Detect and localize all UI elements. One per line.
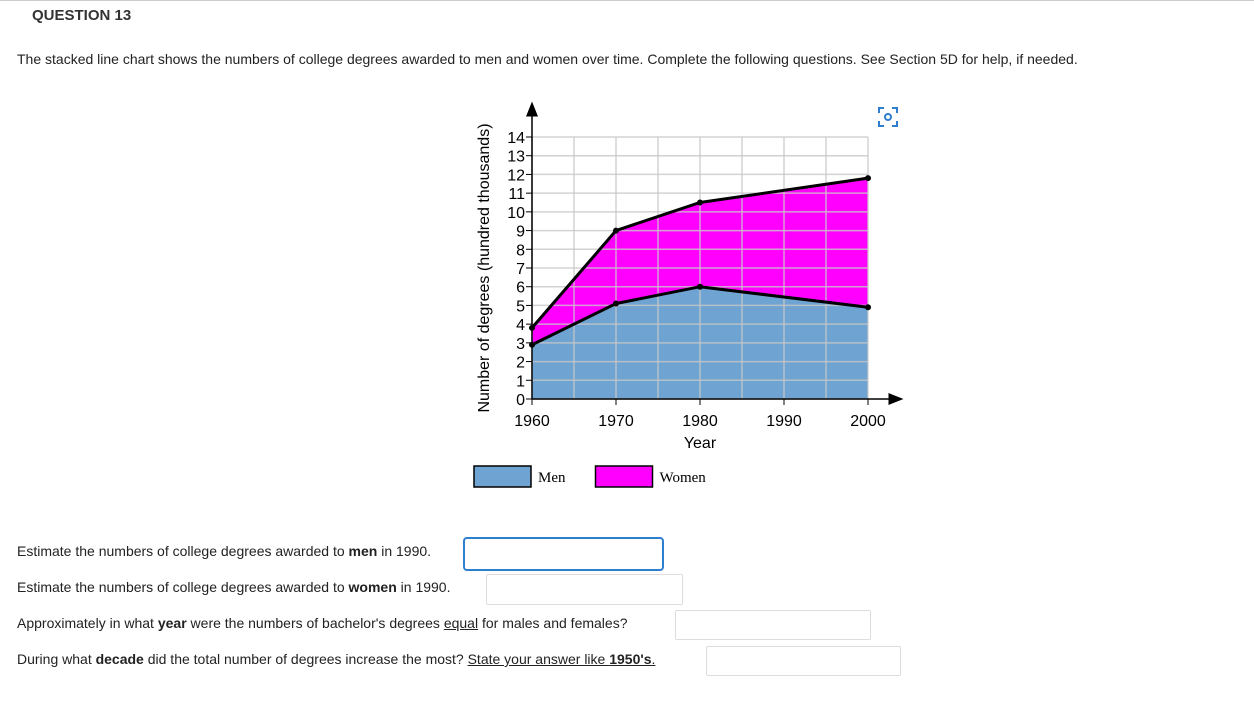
legend-label: Men bbox=[538, 470, 566, 486]
point bbox=[697, 283, 703, 290]
y-tick-label: 14 bbox=[507, 130, 525, 147]
q-text: were the numbers of bachelor's degrees bbox=[186, 615, 444, 631]
legend-swatch bbox=[473, 465, 532, 488]
point bbox=[865, 304, 871, 311]
q-underline: State your answer like 1950's. bbox=[468, 651, 656, 667]
point bbox=[613, 300, 619, 307]
q-emph: year bbox=[157, 615, 187, 631]
q-text: State your answer like bbox=[467, 651, 610, 667]
point bbox=[613, 227, 619, 234]
y-tick-label: 4 bbox=[516, 317, 525, 334]
question: During what decade did the total number … bbox=[17, 651, 655, 667]
y-tick-label: 13 bbox=[507, 149, 525, 166]
x-tick-label: 1980 bbox=[682, 413, 718, 430]
question: Estimate the numbers of college degrees … bbox=[17, 579, 450, 595]
x-tick-label: 1990 bbox=[766, 413, 802, 430]
series-line bbox=[531, 285, 869, 347]
answer-input[interactable] bbox=[486, 574, 683, 605]
q-text: did the total number of degrees increase… bbox=[143, 651, 468, 667]
q-text: Estimate the numbers of college degrees … bbox=[17, 579, 349, 595]
y-tick-label: 0 bbox=[516, 392, 525, 409]
point bbox=[865, 175, 871, 182]
focus-icon[interactable] bbox=[878, 107, 898, 127]
y-tick-label: 2 bbox=[516, 355, 525, 372]
y-tick-label: 11 bbox=[508, 186, 525, 203]
y-tick-label: 1 bbox=[516, 373, 525, 390]
q-text: in 1990. bbox=[396, 579, 451, 595]
q-text: During what bbox=[17, 651, 96, 667]
legend-label: Women bbox=[660, 470, 707, 486]
y-tick-label: 3 bbox=[516, 336, 525, 353]
y-tick-label: 7 bbox=[516, 261, 525, 278]
y-tick-label: 10 bbox=[507, 205, 525, 222]
q-emph: men bbox=[348, 543, 378, 559]
q-underline: equal bbox=[443, 615, 479, 631]
q-text: Estimate the numbers of college degrees … bbox=[17, 543, 349, 559]
question: Estimate the numbers of college degrees … bbox=[17, 543, 431, 559]
x-tick-label: 1970 bbox=[598, 413, 634, 430]
y-axis-label: Number of degrees (hundred thousands) bbox=[476, 123, 493, 412]
answer-input[interactable] bbox=[706, 646, 901, 676]
x-tick-label: 2000 bbox=[850, 413, 886, 430]
y-tick-label: 12 bbox=[507, 167, 525, 184]
x-axis-label: Year bbox=[684, 435, 717, 452]
point bbox=[697, 199, 703, 206]
x-tick-label: 1960 bbox=[514, 413, 550, 430]
question-title: QUESTION 13 bbox=[32, 7, 132, 24]
y-tick-label: 8 bbox=[516, 242, 525, 259]
answer-input[interactable] bbox=[463, 537, 664, 571]
y-tick-label: 9 bbox=[516, 224, 525, 241]
y-tick-label: 6 bbox=[516, 280, 525, 297]
legend-swatch bbox=[594, 465, 654, 488]
q-text: in 1990. bbox=[377, 543, 432, 559]
answer-input[interactable] bbox=[675, 610, 871, 640]
series-line bbox=[530, 176, 869, 329]
q-emph: decade bbox=[95, 651, 144, 667]
q-text: for males and females? bbox=[478, 615, 628, 631]
q-emph: women bbox=[348, 579, 397, 595]
top-border bbox=[0, 0, 1254, 1]
q-text: Approximately in what bbox=[17, 615, 158, 631]
intro-text: The stacked line chart shows the numbers… bbox=[17, 51, 1078, 67]
question: Approximately in what year were the numb… bbox=[17, 615, 627, 631]
q-text: . bbox=[651, 651, 656, 667]
y-tick-label: 5 bbox=[516, 298, 525, 315]
q-emph: 1950's bbox=[609, 651, 652, 667]
